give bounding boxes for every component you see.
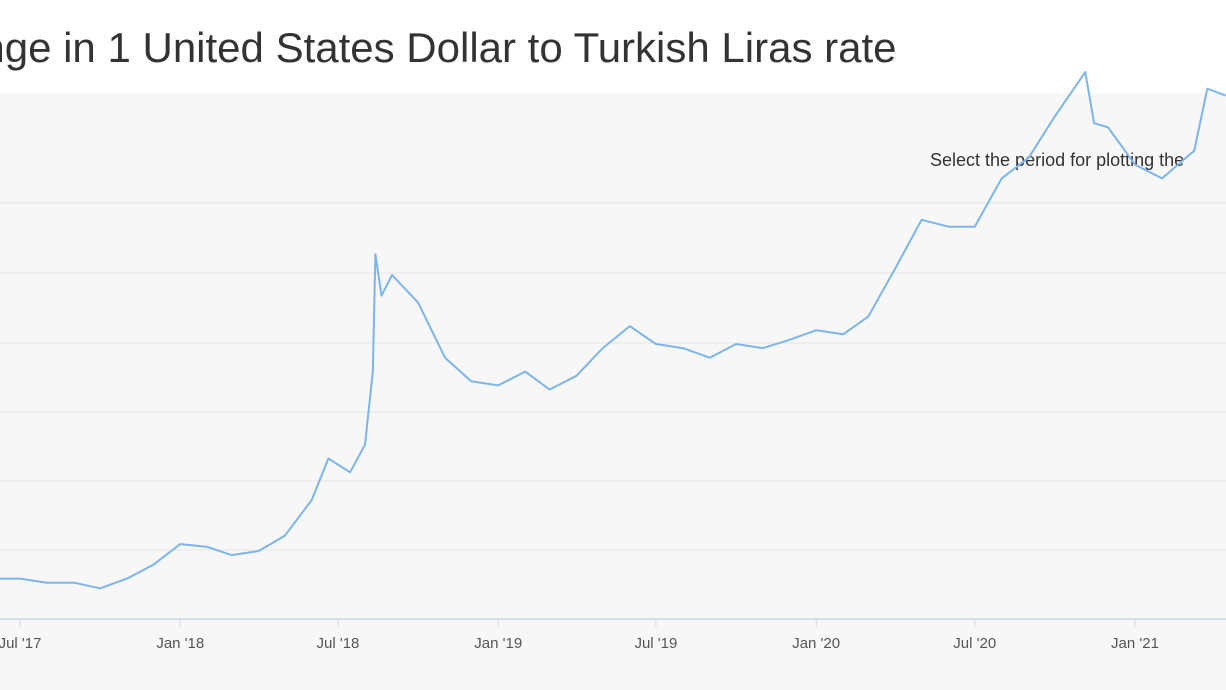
x-tick-label-5: Jan '20 — [792, 635, 840, 652]
period-selector-label: Select the period for plotting the — [930, 150, 1185, 170]
x-tick-label-0: Jul '17 — [0, 635, 41, 652]
x-tick-label-2: Jul '18 — [317, 635, 360, 652]
x-tick-label-7: Jan '21 — [1111, 635, 1159, 652]
x-tick-label-4: Jul '19 — [634, 635, 677, 652]
gridlines — [0, 202, 1226, 551]
series-line-0 — [0, 71, 1226, 590]
chart-title: ange in 1 United States Dollar to Turkis… — [0, 24, 897, 71]
series-group — [0, 71, 1226, 590]
chart-panel — [0, 93, 1226, 690]
x-axis-ticks: Jul '17 Jan '18 Jul '18 Jan '19 Jul '19 Jan '… — [0, 619, 1159, 652]
x-tick-label-6: Jul '20 — [953, 635, 996, 652]
x-tick-label-1: Jan '18 — [156, 635, 204, 652]
x-tick-label-3: Jan '19 — [474, 635, 522, 652]
